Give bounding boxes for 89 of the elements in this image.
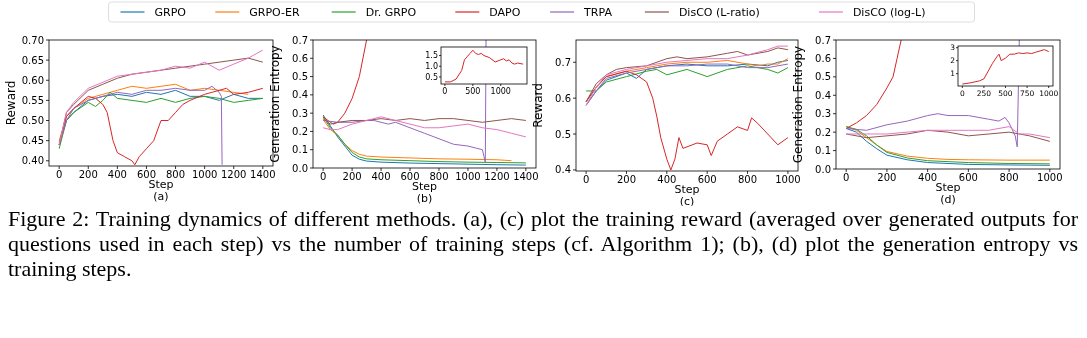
y-tick-label: 0.60 <box>21 74 44 86</box>
y-axis-title: Generation Entropy <box>791 45 805 164</box>
legend-label: GRPO-ER <box>249 5 300 19</box>
legend-label: DisCO (L-ratio) <box>678 5 760 19</box>
line-series <box>322 39 368 125</box>
legend-label: TRPA <box>583 5 613 19</box>
x-tick-label: 600 <box>697 174 717 185</box>
y-tick-label: 0.50 <box>21 115 44 127</box>
caption: Figure 2: Training dynamics of different methods. (a), (c) plot the training reward (averaged over generated outputs for questions used in each step) vs the number of training steps (cf. Algorithm 1); (b), (d) plot the generation entropy vs training steps. <box>8 206 1078 281</box>
x-tick-label: 800 <box>166 169 186 180</box>
x-tick-label: 1400 <box>513 171 539 182</box>
y-tick-label: 0.5 <box>292 71 308 83</box>
y-tick-label: 0.5 <box>425 72 438 82</box>
x-tick-label: 0 <box>842 172 850 183</box>
line-series <box>845 39 902 129</box>
x-tick-label: 800 <box>429 171 449 182</box>
y-tick-label: 0.70 <box>21 34 44 46</box>
x-tick-label: 600 <box>958 172 978 183</box>
y-tick-label: 0.5 <box>815 71 831 83</box>
y-tick-label: 0.5 <box>555 128 571 140</box>
y-tick-label: 0.2 <box>815 126 831 138</box>
y-tick-label: 0.0 <box>815 163 831 175</box>
y-axis-title: Reward <box>4 80 18 126</box>
x-tick-label: 400 <box>371 171 391 182</box>
line-series <box>322 116 527 138</box>
x-axis-title: Step <box>674 183 700 196</box>
legend-label: DisCO (log-L) <box>852 5 926 19</box>
y-axis-title: Generation Entropy <box>268 45 282 163</box>
y-tick-label: 0.2 <box>292 125 308 137</box>
x-tick-label: 400 <box>657 174 677 185</box>
y-tick-label: 1.0 <box>425 62 438 72</box>
text: (b) <box>416 192 433 205</box>
y-tick-label: 0.6 <box>292 52 308 64</box>
line-series <box>322 119 512 162</box>
text: (c) <box>679 195 695 208</box>
x-tick-label: 0 <box>55 169 63 180</box>
y-tick-label: 0.1 <box>292 144 308 156</box>
line-series <box>585 65 789 92</box>
y-tick-label: 0.65 <box>21 54 44 66</box>
y-tick-label: 0.1 <box>815 145 831 157</box>
y-tick-label: 0.3 <box>292 107 308 119</box>
y-tick-label: 0.0 <box>292 162 308 174</box>
y-tick-label: 0.7 <box>555 56 571 68</box>
x-tick-label: 0 <box>442 87 448 96</box>
y-axis-title: Reward <box>531 83 545 128</box>
x-tick-label: 200 <box>877 172 897 183</box>
legend-label: DAPO <box>489 5 521 19</box>
legend-label: Dr. GRPO <box>365 5 417 19</box>
y-tick-label: 0.7 <box>815 34 831 46</box>
y-tick-label: 0.6 <box>555 92 571 104</box>
line-series <box>961 49 1050 85</box>
x-tick-label: 600 <box>136 169 156 180</box>
x-axis-title: Step <box>935 181 961 194</box>
x-tick-label: 1400 <box>250 169 276 180</box>
x-tick-label: 1000 <box>490 87 511 96</box>
x-tick-label: 0 <box>582 174 590 185</box>
x-axis-title: Step <box>148 178 174 191</box>
line-series <box>58 85 223 166</box>
y-tick-label: 0.45 <box>21 135 44 147</box>
y-tick-label: 0.4 <box>555 164 571 176</box>
x-tick-label: 1000 <box>455 171 481 182</box>
x-tick-label: 800 <box>738 174 758 185</box>
x-tick-label: 400 <box>107 169 127 180</box>
y-tick-label: 0.3 <box>815 108 831 120</box>
x-axis-title: Step <box>411 180 438 193</box>
y-tick-label: 0.6 <box>815 52 831 64</box>
legend-label: GRPO <box>154 5 187 19</box>
x-tick-label: 200 <box>342 171 362 182</box>
x-tick-label: 1200 <box>484 171 510 182</box>
x-tick-label: 200 <box>78 169 98 180</box>
x-tick-label: 500 <box>465 87 481 96</box>
y-tick-label: 0.4 <box>815 89 831 101</box>
text: (a) <box>153 190 169 203</box>
x-tick-label: 0 <box>319 171 327 182</box>
x-tick-label: 400 <box>918 172 938 183</box>
y-tick-label: 1.5 <box>425 51 438 61</box>
line-series <box>444 49 524 83</box>
x-tick-label: 1000 <box>775 174 801 185</box>
y-tick-label: 0.7 <box>292 34 308 46</box>
x-tick-label: 1000 <box>1037 172 1063 183</box>
y-tick-label: 0.4 <box>292 89 308 101</box>
text: (d) <box>940 193 956 206</box>
x-tick-label: 1200 <box>221 169 247 180</box>
x-tick-label: 1000 <box>191 169 218 180</box>
x-tick-label: 600 <box>400 171 420 182</box>
y-tick-label: 0.40 <box>21 155 44 167</box>
y-tick-label: 0.55 <box>21 94 44 106</box>
x-tick-label: 200 <box>616 174 636 185</box>
x-tick-label: 800 <box>999 172 1019 183</box>
